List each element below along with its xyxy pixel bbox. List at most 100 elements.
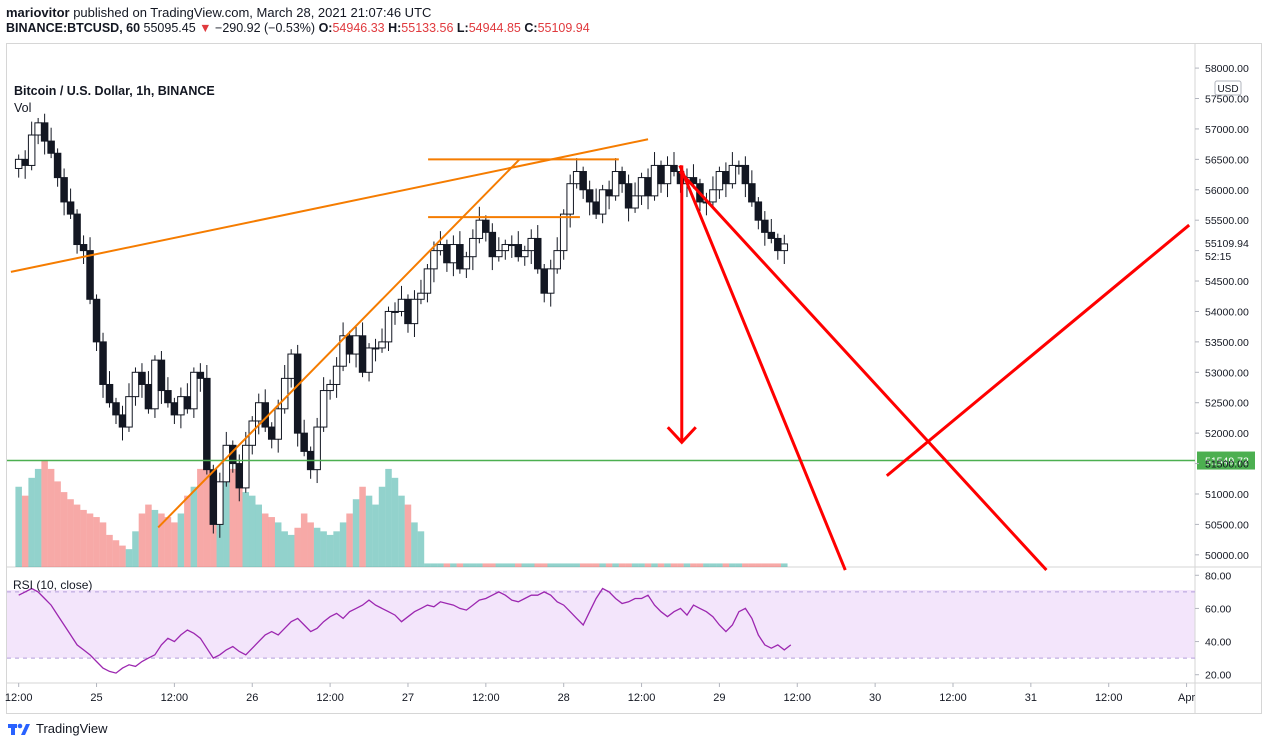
candle[interactable] <box>21 150 29 179</box>
candle[interactable] <box>417 279 425 305</box>
candle[interactable] <box>60 168 68 216</box>
candle[interactable] <box>553 237 561 274</box>
candle[interactable] <box>728 152 737 189</box>
candle[interactable] <box>306 446 315 479</box>
candle[interactable] <box>774 233 782 260</box>
candle[interactable] <box>488 223 497 271</box>
candle[interactable] <box>177 387 185 429</box>
candle[interactable] <box>287 349 295 388</box>
candle[interactable] <box>365 343 373 382</box>
candle[interactable] <box>229 440 237 473</box>
last-price-tag[interactable] <box>1200 233 1256 262</box>
candle[interactable] <box>780 234 789 264</box>
candle[interactable] <box>112 397 120 425</box>
candles[interactable] <box>14 113 789 538</box>
candle[interactable] <box>592 188 600 219</box>
red-projection-line[interactable] <box>678 164 847 571</box>
candle[interactable] <box>332 357 341 398</box>
candle[interactable] <box>378 328 386 353</box>
candle[interactable] <box>138 363 146 398</box>
candle[interactable] <box>670 152 678 177</box>
candle[interactable] <box>131 367 140 406</box>
candle[interactable] <box>430 241 438 283</box>
candle[interactable] <box>47 127 55 159</box>
candle[interactable] <box>209 464 218 534</box>
candle[interactable] <box>605 180 613 210</box>
candle[interactable] <box>618 166 626 193</box>
candle[interactable] <box>267 422 276 449</box>
orange-trendlines[interactable] <box>10 138 649 529</box>
candle[interactable] <box>761 211 769 246</box>
candle[interactable] <box>190 367 198 418</box>
support-line-group[interactable]: 51549.72 <box>7 451 1255 470</box>
candle[interactable] <box>404 294 412 333</box>
candle[interactable] <box>650 152 659 201</box>
candle[interactable] <box>501 239 510 260</box>
candle[interactable] <box>125 383 133 432</box>
candle[interactable] <box>164 377 172 408</box>
candle[interactable] <box>521 245 529 266</box>
candle[interactable] <box>242 431 250 493</box>
candle[interactable] <box>92 294 101 352</box>
candle[interactable] <box>624 174 633 222</box>
candle[interactable] <box>663 156 672 198</box>
candle[interactable] <box>495 237 503 262</box>
candle[interactable] <box>767 218 776 244</box>
candle[interactable] <box>579 166 587 199</box>
candle[interactable] <box>657 160 665 193</box>
candle[interactable] <box>598 184 607 224</box>
orange-trendline[interactable] <box>157 158 521 529</box>
time-axis[interactable]: 12:00 25 12:00 26 12:00 27 12:00 28 12:00 29 12:00… <box>5 683 1196 704</box>
candle[interactable] <box>741 156 750 198</box>
candle[interactable] <box>34 117 42 145</box>
candle[interactable] <box>73 209 81 254</box>
candle[interactable] <box>449 235 458 277</box>
candle[interactable] <box>469 229 477 271</box>
candle[interactable] <box>748 170 756 207</box>
candle[interactable] <box>326 379 334 400</box>
footer[interactable]: TradingView <box>8 720 108 736</box>
candle[interactable] <box>53 148 62 187</box>
candle[interactable] <box>443 239 451 272</box>
candle[interactable] <box>79 235 88 264</box>
candle[interactable] <box>514 231 523 262</box>
candle[interactable] <box>358 322 367 378</box>
candle[interactable] <box>27 121 36 171</box>
candle[interactable] <box>735 160 743 175</box>
candle[interactable] <box>566 174 574 228</box>
candle[interactable] <box>274 399 282 453</box>
candle[interactable] <box>40 113 49 155</box>
candle[interactable] <box>105 371 114 408</box>
candle[interactable] <box>196 363 205 392</box>
red-projection-line[interactable] <box>678 170 1048 572</box>
candle[interactable] <box>397 285 406 317</box>
candle[interactable] <box>371 338 380 362</box>
candle[interactable] <box>611 158 620 201</box>
candle[interactable] <box>585 180 594 216</box>
candle[interactable] <box>456 231 464 274</box>
candle[interactable] <box>572 158 581 189</box>
candle[interactable] <box>533 225 542 274</box>
red-projection-lines[interactable] <box>666 164 1191 572</box>
candle[interactable] <box>631 182 639 213</box>
candle[interactable] <box>157 351 166 404</box>
candle[interactable] <box>410 290 419 338</box>
candle[interactable] <box>637 172 646 205</box>
candle[interactable] <box>300 419 308 457</box>
price-axis[interactable]: 50000.00 50500.00 51000.00 51500.00 52000.00… <box>1195 63 1256 562</box>
candle[interactable] <box>14 154 23 178</box>
currency-badge[interactable] <box>1214 80 1242 96</box>
red-down-arrow-head-icon[interactable] <box>666 426 697 445</box>
candle[interactable] <box>462 251 471 278</box>
candle[interactable] <box>423 264 432 303</box>
candle[interactable] <box>715 166 724 199</box>
candle[interactable] <box>709 176 717 207</box>
candle[interactable] <box>151 355 159 418</box>
candle[interactable] <box>546 259 555 307</box>
candle[interactable] <box>203 365 211 475</box>
candle[interactable] <box>313 417 321 484</box>
candle[interactable] <box>391 302 399 325</box>
candle[interactable] <box>384 306 393 352</box>
candle[interactable] <box>248 416 257 455</box>
candle[interactable] <box>339 322 347 372</box>
